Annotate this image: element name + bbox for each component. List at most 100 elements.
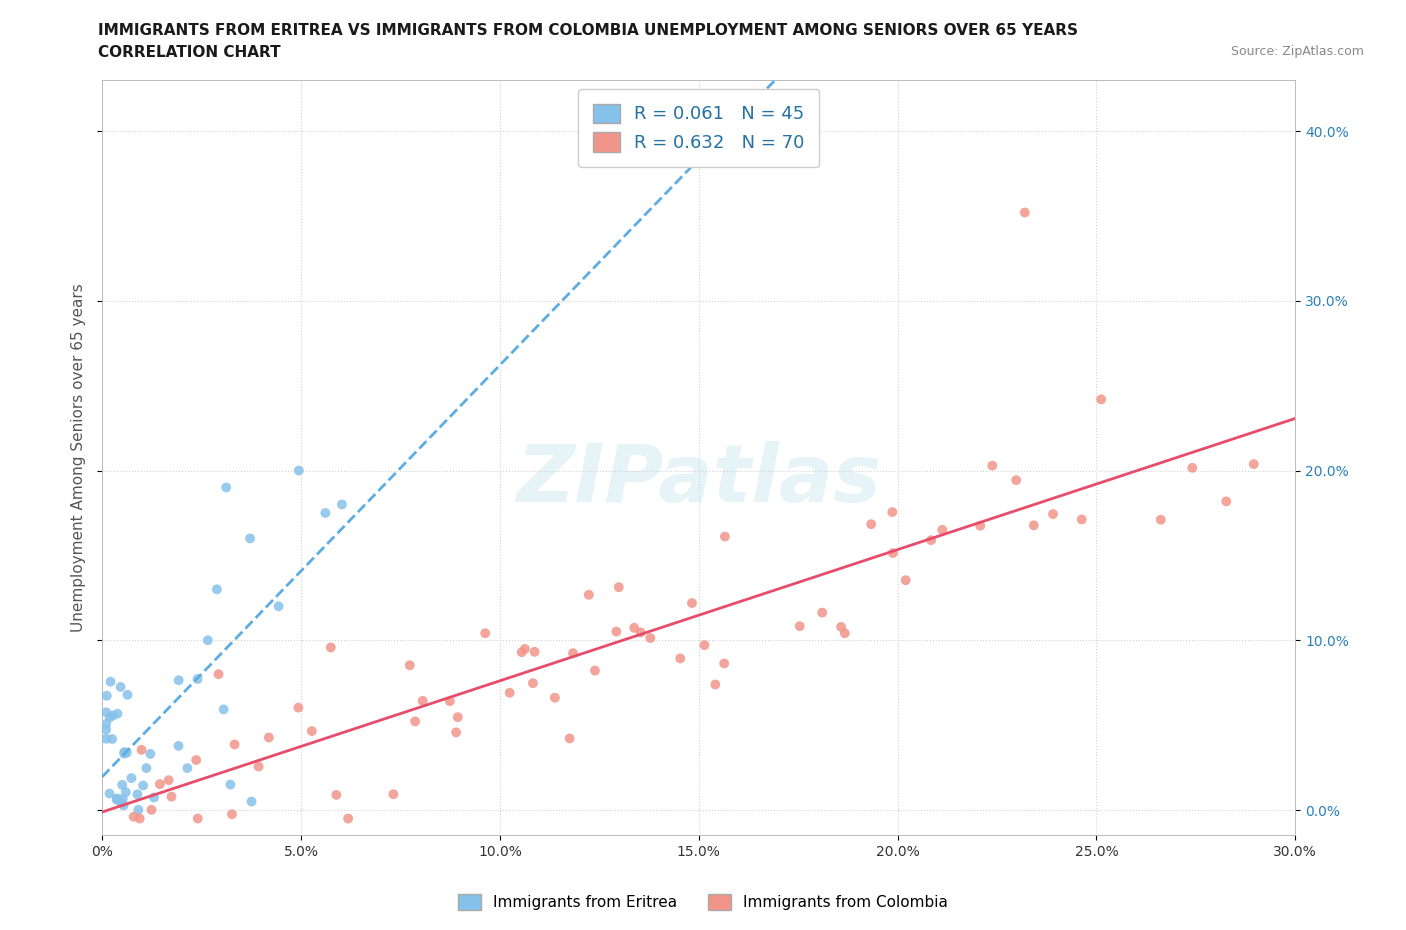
Point: [789, 618, 811, 633]
Point: [1090, 392, 1112, 406]
Point: [811, 605, 834, 620]
Point: [1022, 518, 1045, 533]
Point: [167, 738, 190, 753]
Point: [219, 777, 242, 792]
Text: CORRELATION CHART: CORRELATION CHART: [98, 45, 281, 60]
Point: [314, 506, 336, 521]
Point: [882, 546, 904, 561]
Point: [447, 710, 470, 724]
Point: [107, 706, 129, 721]
Point: [176, 761, 198, 776]
Point: [412, 694, 434, 709]
Point: [860, 517, 883, 532]
Point: [115, 745, 138, 760]
Y-axis label: Unemployment Among Seniors over 65 years: Unemployment Among Seniors over 65 years: [72, 284, 86, 632]
Point: [513, 642, 536, 657]
Point: [205, 582, 228, 597]
Point: [583, 663, 606, 678]
Point: [101, 708, 124, 723]
Point: [474, 626, 496, 641]
Point: [398, 658, 420, 672]
Point: [127, 803, 149, 817]
Legend: Immigrants from Eritrea, Immigrants from Colombia: Immigrants from Eritrea, Immigrants from…: [450, 886, 956, 918]
Point: [110, 795, 132, 810]
Point: [287, 700, 309, 715]
Point: [105, 792, 128, 807]
Point: [510, 644, 533, 659]
Text: IMMIGRANTS FROM ERITREA VS IMMIGRANTS FROM COLOMBIA UNEMPLOYMENT AMONG SENIORS O: IMMIGRANTS FROM ERITREA VS IMMIGRANTS FR…: [98, 23, 1078, 38]
Point: [319, 640, 342, 655]
Point: [197, 632, 219, 647]
Point: [607, 579, 630, 594]
Point: [239, 531, 262, 546]
Point: [920, 533, 942, 548]
Point: [523, 644, 546, 659]
Point: [212, 702, 235, 717]
Point: [1181, 460, 1204, 475]
Point: [167, 672, 190, 687]
Point: [111, 791, 134, 806]
Point: [240, 794, 263, 809]
Point: [131, 742, 153, 757]
Point: [105, 790, 128, 805]
Point: [605, 624, 627, 639]
Point: [122, 809, 145, 824]
Point: [1014, 205, 1036, 219]
Point: [499, 685, 522, 700]
Point: [1243, 457, 1265, 472]
Point: [1005, 472, 1028, 487]
Point: [330, 497, 353, 512]
Point: [187, 811, 209, 826]
Point: [630, 625, 652, 640]
Point: [544, 690, 567, 705]
Point: [215, 480, 238, 495]
Point: [1150, 512, 1173, 527]
Point: [157, 773, 180, 788]
Point: [100, 674, 122, 689]
Point: [207, 667, 229, 682]
Point: [325, 788, 347, 803]
Point: [882, 505, 904, 520]
Point: [96, 688, 118, 703]
Point: [135, 761, 157, 776]
Point: [337, 811, 360, 826]
Point: [96, 722, 118, 737]
Point: [101, 732, 124, 747]
Point: [114, 785, 136, 800]
Point: [640, 631, 662, 645]
Point: [186, 752, 208, 767]
Point: [931, 523, 953, 538]
Point: [578, 588, 600, 603]
Point: [713, 656, 735, 671]
Text: Source: ZipAtlas.com: Source: ZipAtlas.com: [1230, 45, 1364, 58]
Point: [187, 671, 209, 686]
Point: [111, 777, 134, 792]
Point: [669, 651, 692, 666]
Text: ZIPatlas: ZIPatlas: [516, 442, 882, 520]
Point: [558, 731, 581, 746]
Point: [981, 458, 1004, 473]
Point: [120, 771, 142, 786]
Point: [288, 463, 311, 478]
Point: [969, 518, 991, 533]
Point: [257, 730, 280, 745]
Point: [127, 787, 149, 802]
Point: [894, 573, 917, 588]
Point: [267, 599, 290, 614]
Point: [1215, 494, 1237, 509]
Legend: R = 0.061   N = 45, R = 0.632   N = 70: R = 0.061 N = 45, R = 0.632 N = 70: [578, 89, 820, 166]
Point: [221, 807, 243, 822]
Point: [141, 803, 163, 817]
Point: [1042, 507, 1064, 522]
Point: [834, 626, 856, 641]
Point: [1070, 512, 1092, 527]
Point: [149, 777, 172, 791]
Point: [224, 737, 246, 751]
Point: [704, 677, 727, 692]
Point: [444, 725, 467, 740]
Point: [139, 747, 162, 762]
Point: [112, 746, 135, 761]
Point: [247, 759, 270, 774]
Point: [98, 710, 121, 724]
Point: [143, 790, 166, 805]
